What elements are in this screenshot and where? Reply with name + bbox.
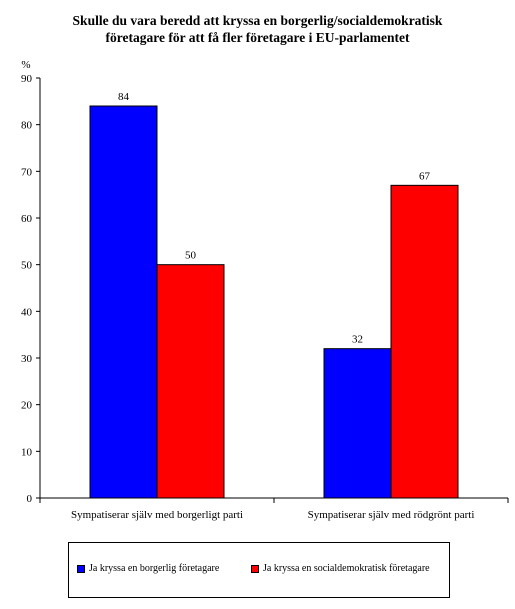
legend: Ja kryssa en borgerlig företagare Ja kry… bbox=[68, 542, 450, 598]
legend-item-borgerlig: Ja kryssa en borgerlig företagare bbox=[77, 563, 219, 574]
x-tick-label: Sympatiserar själv med rödgrönt parti bbox=[308, 509, 475, 521]
chart-title-line-1: Skulle du vara beredd att kryssa en borg… bbox=[72, 13, 443, 28]
y-tick-label: 0 bbox=[27, 493, 33, 505]
y-tick-label: 20 bbox=[21, 400, 33, 412]
bar-chart: % 0 10 20 30 40 50 60 70 80 90 84 50 Sympatiserar sjä… bbox=[21, 59, 509, 521]
bar bbox=[390, 184, 459, 499]
data-label: 32 bbox=[352, 334, 363, 346]
x-tick-label: Sympatiserar själv med borgerligt parti bbox=[71, 509, 243, 521]
legend-swatch-red bbox=[251, 564, 259, 573]
chart-title-line-2: företagare för att få fler företagare i … bbox=[105, 30, 410, 45]
y-tick-label: 10 bbox=[21, 446, 33, 458]
legend-swatch-blue bbox=[77, 564, 85, 573]
data-label: 84 bbox=[118, 91, 130, 103]
y-tick-label: 60 bbox=[21, 213, 33, 225]
y-tick-label: 80 bbox=[21, 120, 33, 132]
bar bbox=[89, 105, 158, 499]
legend-label-socialdemokratisk: Ja kryssa en socialdemokratisk företagar… bbox=[263, 563, 430, 574]
y-tick-label: 90 bbox=[21, 73, 33, 85]
legend-label-borgerlig: Ja kryssa en borgerlig företagare bbox=[89, 563, 220, 574]
y-tick-label: 70 bbox=[21, 166, 33, 178]
chart-title: Skulle du vara beredd att kryssa en borg… bbox=[0, 12, 515, 46]
legend-item-socialdemokratisk: Ja kryssa en socialdemokratisk företagar… bbox=[251, 563, 430, 574]
bar bbox=[323, 348, 392, 499]
y-axis-label: % bbox=[21, 59, 30, 71]
y-tick-label: 50 bbox=[21, 260, 33, 272]
y-tick-label: 40 bbox=[21, 306, 33, 318]
y-tick-label: 30 bbox=[21, 353, 33, 365]
data-label: 50 bbox=[185, 250, 197, 262]
data-label: 67 bbox=[419, 170, 431, 182]
bar bbox=[156, 264, 225, 499]
